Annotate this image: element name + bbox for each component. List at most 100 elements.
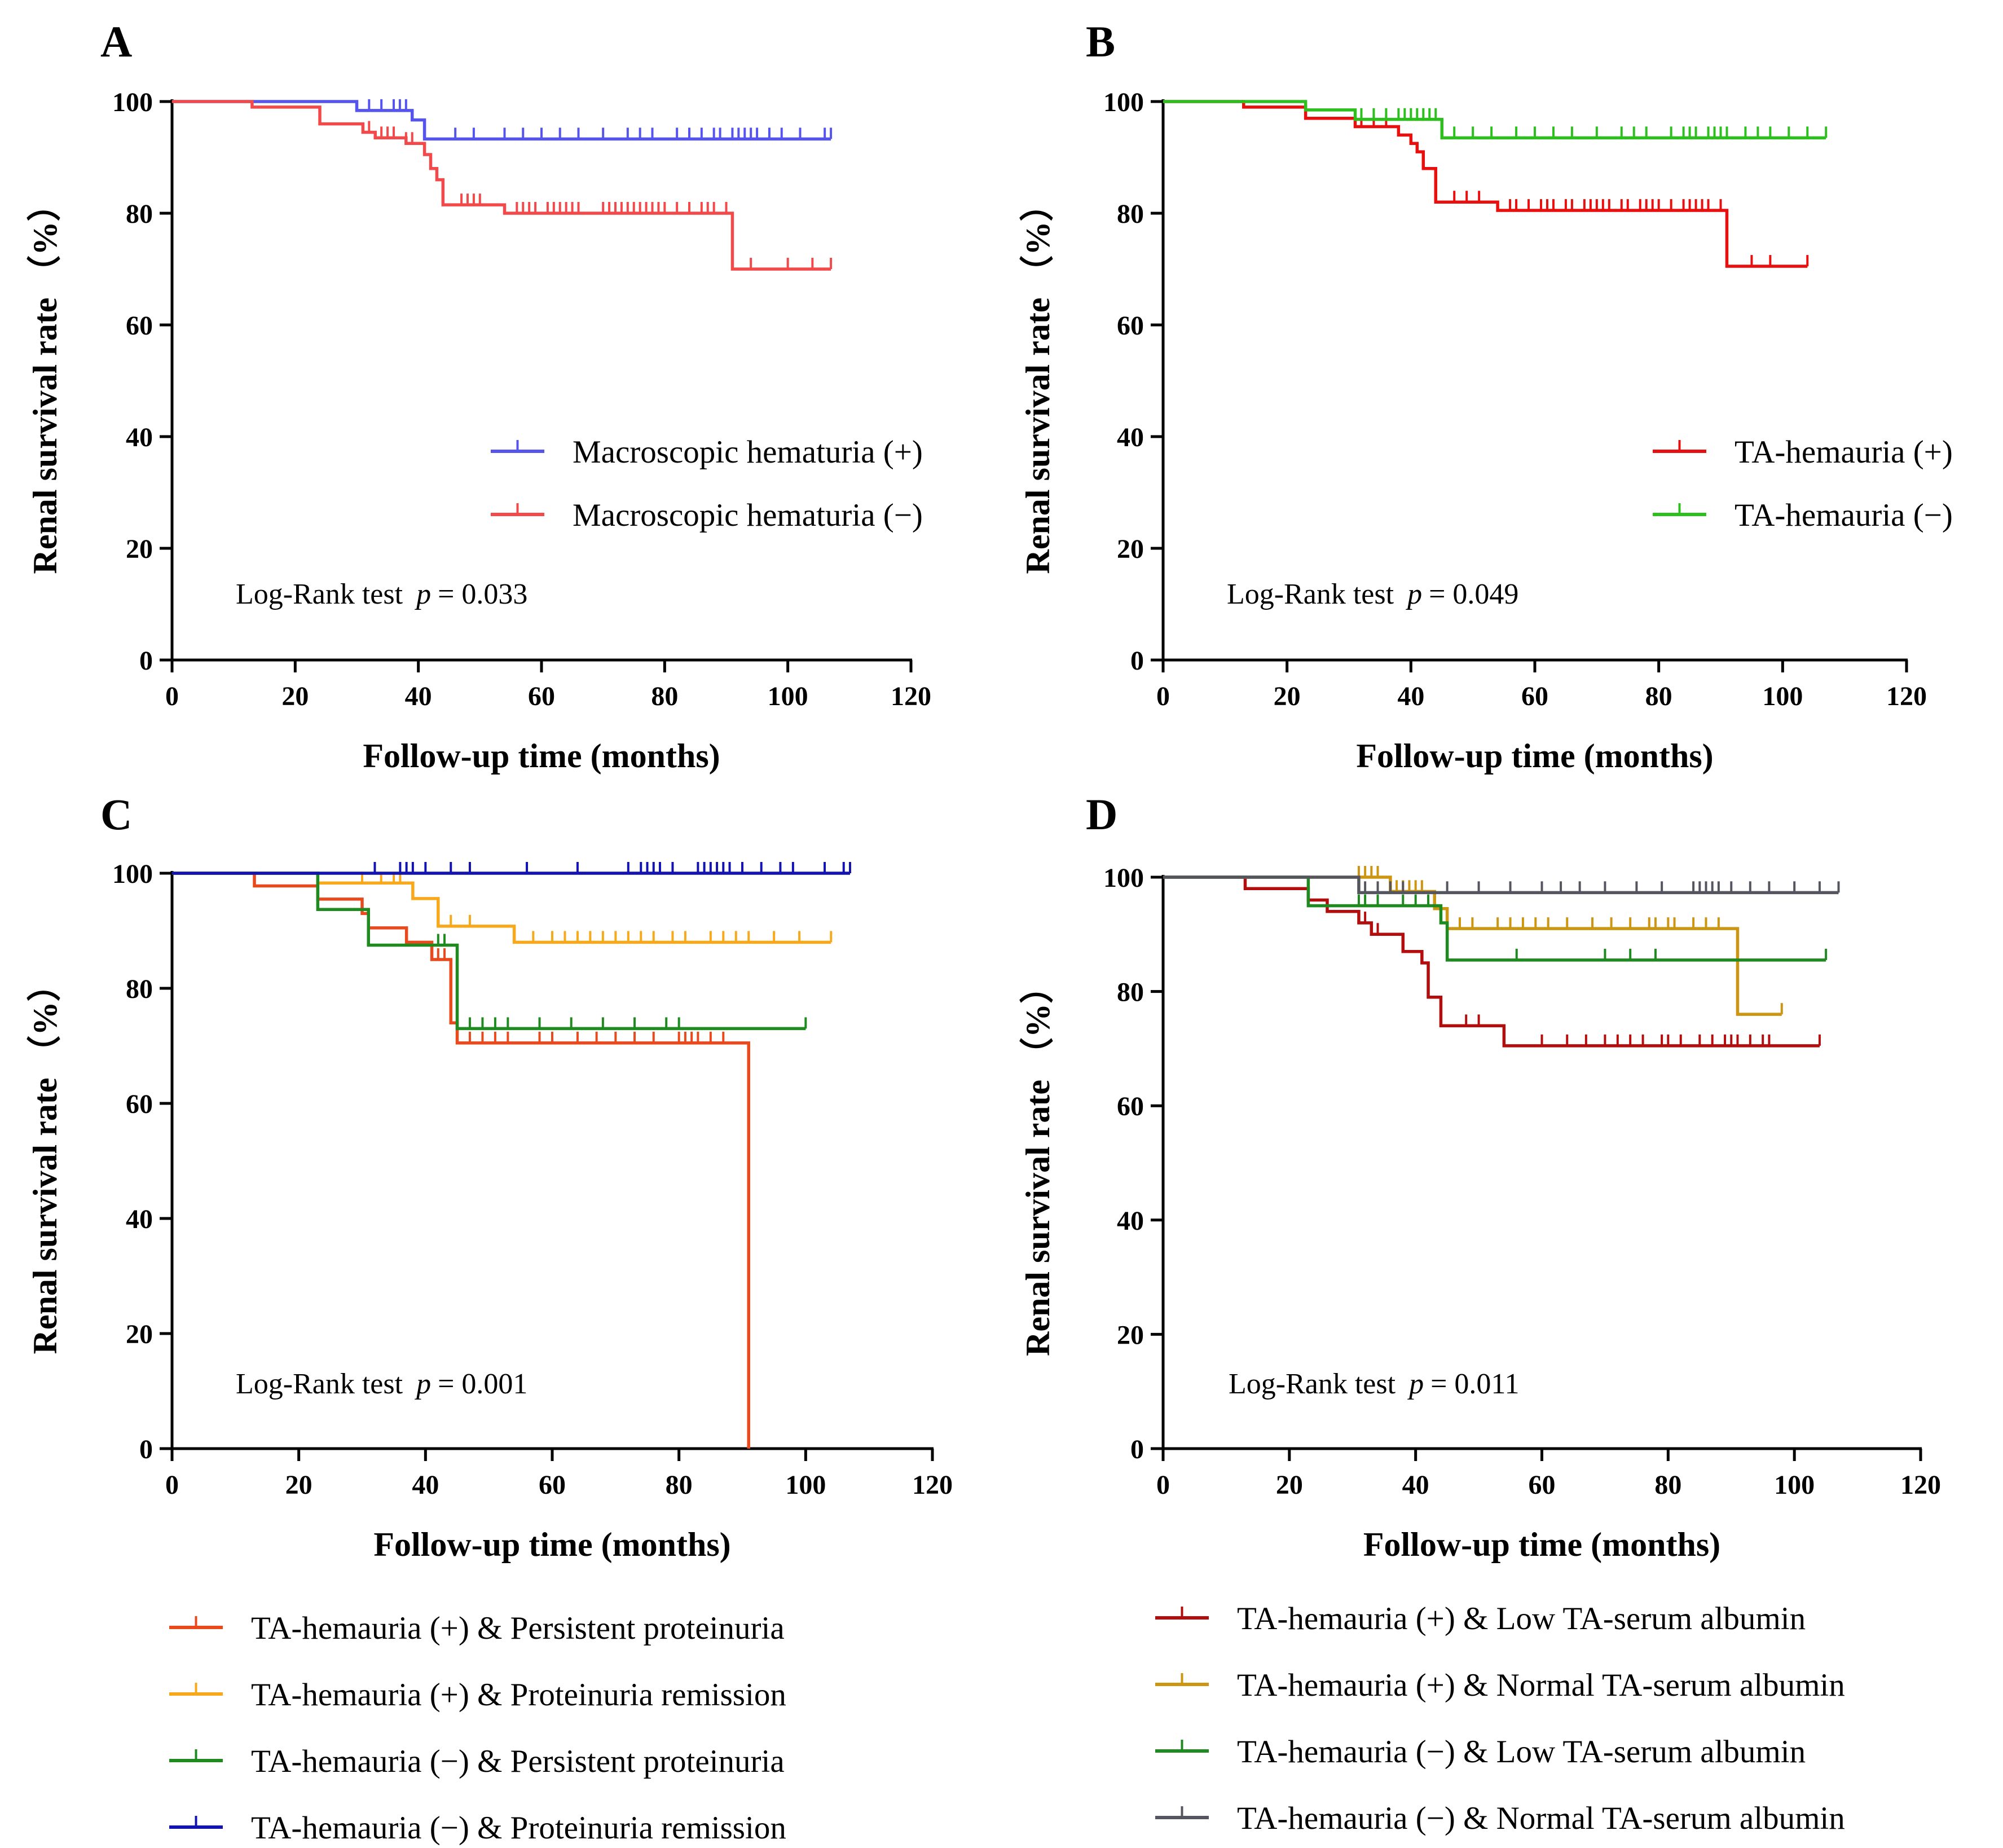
survival-curve <box>1163 875 1782 1016</box>
y-axis-title: Renal survival rate （%） <box>1019 188 1056 574</box>
log-rank-annotation: Log-Rank test p = 0.001 <box>236 1368 527 1400</box>
y-tick-label: 0 <box>1130 646 1144 676</box>
annotation-value: = 0.001 <box>438 1368 527 1400</box>
series-1: TA-hemauria (−) <box>1163 100 1953 533</box>
survival-curve <box>172 872 806 1031</box>
legend-label: TA-hemauria (+) <box>1735 434 1953 470</box>
y-tick-label: 80 <box>126 199 153 229</box>
series-0: Macroscopic hematuria (+) <box>172 99 923 470</box>
annotation-p-symbol: p <box>414 1368 431 1400</box>
x-tick-label: 120 <box>891 681 931 711</box>
series-2: TA-hemauria (−) & Persistent proteinuria <box>169 872 807 1779</box>
y-tick-label: 40 <box>1117 423 1144 452</box>
x-tick-label: 40 <box>405 681 432 711</box>
x-axis-title: Follow-up time (months) <box>1356 737 1713 775</box>
x-tick-label: 120 <box>912 1470 953 1500</box>
x-axis-title: Follow-up time (months) <box>1363 1526 1720 1563</box>
y-tick-label: 0 <box>1130 1435 1144 1464</box>
panel-letter: B <box>1086 17 1115 66</box>
x-tick-label: 0 <box>1156 681 1170 711</box>
panel-a: A 0 20 40 60 80 100 120 0 20 40 60 80 100 Follow-up ti… <box>26 17 931 775</box>
y-tick-label: 60 <box>1117 1092 1144 1121</box>
x-tick-label: 20 <box>1274 681 1301 711</box>
legend-label: TA-hemauria (+) & Normal TA-serum albumi… <box>1237 1667 1845 1703</box>
x-tick-label: 40 <box>1402 1470 1429 1500</box>
y-tick-label: 100 <box>112 87 153 117</box>
x-tick-label: 40 <box>412 1470 439 1500</box>
y-tick-label: 0 <box>139 646 153 676</box>
legend-label: TA-hemauria (−) & Proteinuria remission <box>251 1810 786 1846</box>
x-tick-label: 20 <box>281 681 309 711</box>
legend-label: TA-hemauria (−) & Low TA-serum albumin <box>1237 1734 1806 1770</box>
series-1: Macroscopic hematuria (−) <box>172 100 923 533</box>
y-tick-label: 80 <box>1117 199 1144 229</box>
series-0: TA-hemauria (+) <box>1163 100 1953 470</box>
x-tick-label: 60 <box>539 1470 566 1500</box>
annotation-value: = 0.033 <box>438 578 527 610</box>
x-tick-label: 120 <box>1900 1470 1941 1500</box>
survival-curve <box>1163 100 1808 268</box>
x-tick-label: 0 <box>165 1470 179 1500</box>
survival-curve <box>172 100 831 141</box>
y-tick-label: 40 <box>126 1204 153 1234</box>
x-tick-label: 100 <box>785 1470 826 1500</box>
legend-label: TA-hemauria (−) & Persistent proteinuria <box>251 1744 785 1779</box>
y-tick-label: 100 <box>112 859 153 889</box>
x-axis-title: Follow-up time (months) <box>363 737 720 775</box>
panel-letter: A <box>100 17 132 66</box>
y-tick-label: 20 <box>1117 1320 1144 1350</box>
x-tick-label: 80 <box>1645 681 1672 711</box>
y-tick-label: 60 <box>1117 311 1144 341</box>
legend-label: TA-hemauria (+) & Low TA-serum albumin <box>1237 1601 1806 1636</box>
annotation-prefix: Log-Rank test <box>1227 578 1394 610</box>
y-tick-label: 20 <box>126 1319 153 1349</box>
legend-label: TA-hemauria (−) & Normal TA-serum albumi… <box>1237 1801 1845 1836</box>
legend-label: TA-hemauria (−) <box>1735 498 1953 533</box>
y-tick-label: 100 <box>1103 87 1144 117</box>
series-0: TA-hemauria (+) & Low TA-serum albumin <box>1155 875 1821 1636</box>
survival-curve <box>1163 100 1826 140</box>
x-tick-label: 0 <box>1156 1470 1170 1500</box>
panel-d: D 0 20 40 60 80 100 120 0 20 40 60 80 100 Follow-up ti… <box>1019 790 1941 1836</box>
panel-letter: C <box>100 790 132 839</box>
series-1: TA-hemauria (+) & Normal TA-serum albumi… <box>1155 866 1845 1703</box>
y-tick-label: 20 <box>126 534 153 564</box>
survival-curve <box>172 100 831 271</box>
x-tick-label: 20 <box>285 1470 312 1500</box>
survival-curve <box>172 872 750 1449</box>
x-tick-label: 80 <box>651 681 678 711</box>
annotation-p-symbol: p <box>414 578 431 610</box>
series-2: TA-hemauria (−) & Low TA-serum albumin <box>1155 875 1828 1770</box>
x-tick-label: 0 <box>165 681 179 711</box>
panel-c: C 0 20 40 60 80 100 120 0 20 40 60 80 100 Follow-up ti… <box>26 790 953 1846</box>
y-axis-title: Renal survival rate （%） <box>26 968 64 1354</box>
x-tick-label: 120 <box>1886 681 1927 711</box>
y-tick-label: 40 <box>1117 1206 1144 1236</box>
annotation-value: = 0.049 <box>1429 578 1518 610</box>
legend-label: TA-hemauria (+) & Proteinuria remission <box>251 1677 786 1713</box>
x-axis-title: Follow-up time (months) <box>373 1526 730 1563</box>
annotation-prefix: Log-Rank test <box>1229 1368 1396 1400</box>
panel-b: B 0 20 40 60 80 100 120 0 20 40 60 80 100 Follow-up ti… <box>1019 17 1953 775</box>
legend-label: TA-hemauria (+) & Persistent proteinuria <box>251 1611 785 1646</box>
series-1: TA-hemauria (+) & Proteinuria remission <box>169 872 833 1713</box>
x-tick-label: 60 <box>1521 681 1548 711</box>
y-axis-title: Renal survival rate （%） <box>1019 970 1056 1356</box>
x-tick-label: 100 <box>1774 1470 1815 1500</box>
annotation-prefix: Log-Rank test <box>236 578 403 610</box>
y-tick-label: 80 <box>1117 978 1144 1007</box>
x-tick-label: 20 <box>1276 1470 1303 1500</box>
y-tick-label: 60 <box>126 311 153 341</box>
annotation-prefix: Log-Rank test <box>236 1368 403 1400</box>
annotation-p-symbol: p <box>1405 578 1422 610</box>
x-tick-label: 60 <box>1529 1470 1556 1500</box>
y-axis-title: Renal survival rate （%） <box>26 188 64 574</box>
x-tick-label: 80 <box>1654 1470 1681 1500</box>
y-tick-label: 40 <box>126 423 153 452</box>
y-tick-label: 20 <box>1117 534 1144 564</box>
series-3: TA-hemauria (−) & Normal TA-serum albumi… <box>1155 875 1845 1836</box>
survival-curve <box>1163 875 1839 895</box>
annotation-value: = 0.011 <box>1430 1368 1519 1400</box>
annotation-p-symbol: p <box>1407 1368 1424 1400</box>
